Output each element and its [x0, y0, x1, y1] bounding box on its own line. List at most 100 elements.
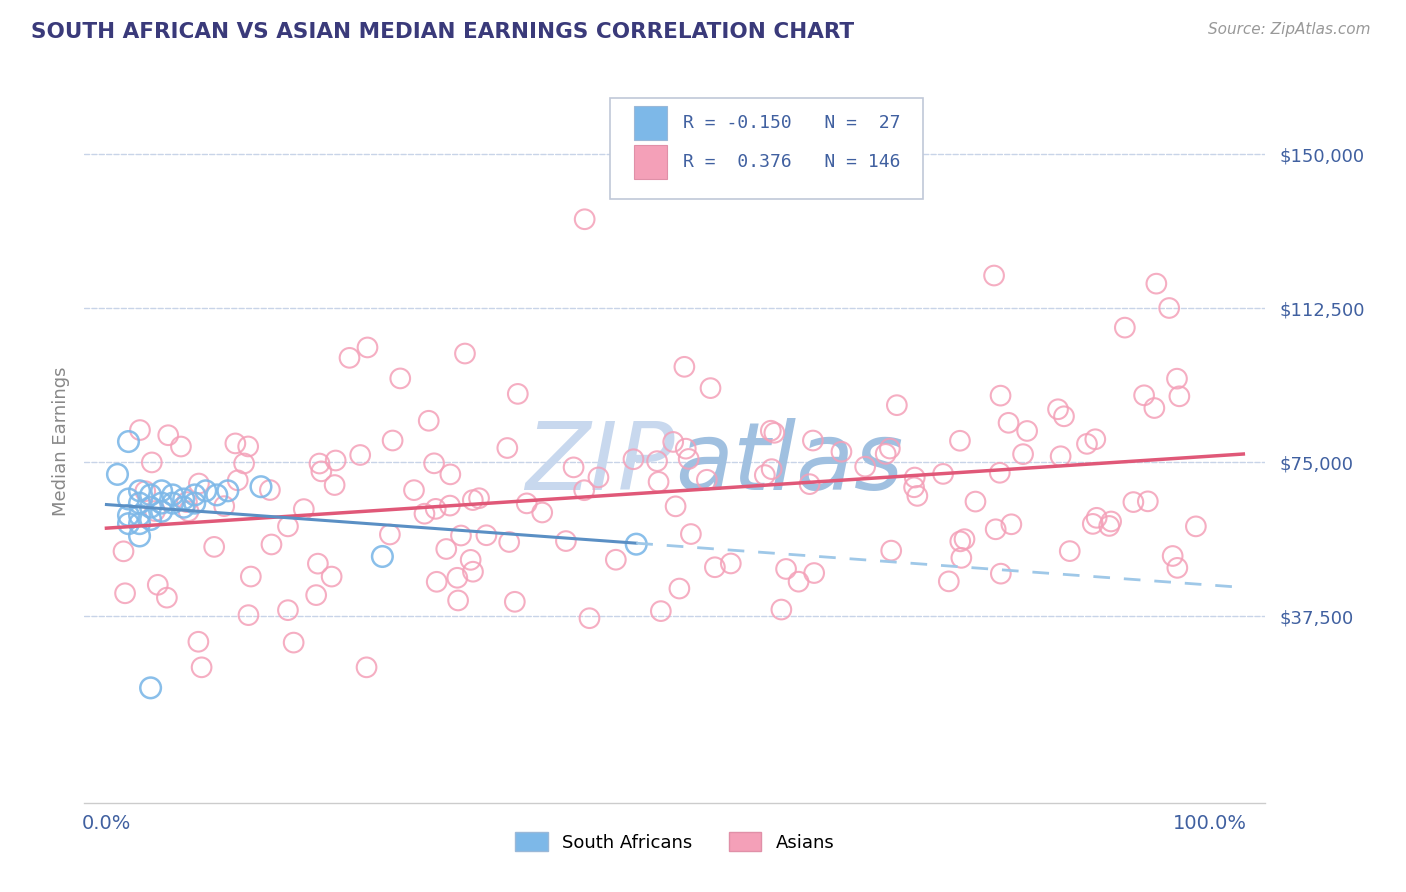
Point — [678, 451, 700, 466]
Point — [187, 634, 209, 648]
Point — [277, 603, 299, 617]
Point — [984, 522, 1007, 536]
Point — [665, 500, 688, 514]
Point — [1081, 516, 1104, 531]
Point — [173, 500, 195, 515]
Point — [770, 602, 793, 616]
Point — [803, 566, 825, 580]
Point — [402, 483, 425, 498]
FancyBboxPatch shape — [634, 145, 666, 179]
Point — [139, 500, 162, 515]
Point — [1049, 450, 1071, 464]
Point — [439, 499, 461, 513]
Point — [239, 569, 262, 583]
FancyBboxPatch shape — [610, 98, 922, 200]
Point — [454, 346, 477, 360]
Point — [1144, 277, 1167, 291]
Point — [953, 532, 976, 546]
Point — [460, 553, 482, 567]
Text: atlas: atlas — [675, 417, 903, 508]
Point — [1047, 402, 1070, 417]
Point — [988, 466, 1011, 480]
Point — [146, 578, 169, 592]
Point — [905, 489, 928, 503]
Point — [1161, 549, 1184, 563]
Point — [139, 488, 162, 502]
Point — [190, 660, 212, 674]
Point — [224, 436, 246, 450]
Point — [904, 470, 927, 484]
Point — [205, 488, 228, 502]
Point — [194, 483, 217, 498]
Point — [880, 543, 903, 558]
Point — [1084, 432, 1107, 446]
Point — [184, 496, 207, 510]
Text: Source: ZipAtlas.com: Source: ZipAtlas.com — [1208, 22, 1371, 37]
Point — [932, 467, 955, 481]
Point — [1114, 320, 1136, 334]
Point — [117, 516, 139, 531]
Point — [516, 496, 538, 510]
Point — [177, 504, 200, 518]
Point — [759, 424, 782, 438]
Point — [965, 494, 987, 508]
Point — [339, 351, 361, 365]
Point — [879, 442, 901, 456]
Point — [349, 448, 371, 462]
Point — [139, 681, 162, 695]
Point — [128, 483, 150, 498]
Point — [157, 428, 180, 442]
Point — [176, 495, 198, 509]
Point — [447, 593, 470, 607]
Point — [679, 527, 702, 541]
Point — [141, 455, 163, 469]
Point — [903, 480, 925, 494]
Point — [139, 512, 162, 526]
Point — [129, 423, 152, 437]
Point — [475, 528, 498, 542]
Point — [468, 491, 491, 506]
Point — [498, 535, 520, 549]
Point — [418, 414, 440, 428]
Text: R = -0.150   N =  27: R = -0.150 N = 27 — [683, 114, 901, 132]
Point — [233, 457, 256, 471]
Point — [378, 527, 401, 541]
Point — [117, 491, 139, 506]
Point — [531, 506, 554, 520]
Point — [668, 582, 690, 596]
Point — [170, 440, 193, 454]
Point — [1168, 389, 1191, 403]
Point — [938, 574, 960, 589]
Point — [371, 549, 394, 564]
Point — [572, 483, 595, 498]
Point — [990, 389, 1012, 403]
Point — [292, 502, 315, 516]
Point — [307, 557, 329, 571]
Text: ZIP: ZIP — [526, 417, 675, 508]
Point — [1076, 437, 1098, 451]
Text: SOUTH AFRICAN VS ASIAN MEDIAN EARNINGS CORRELATION CHART: SOUTH AFRICAN VS ASIAN MEDIAN EARNINGS C… — [31, 22, 853, 42]
Legend: South Africans, Asians: South Africans, Asians — [508, 825, 842, 859]
Point — [1000, 517, 1022, 532]
Point — [496, 441, 519, 455]
Point — [675, 442, 697, 456]
Point — [128, 496, 150, 510]
Point — [761, 462, 783, 476]
Point — [1053, 409, 1076, 424]
Point — [128, 516, 150, 531]
Point — [949, 534, 972, 549]
Point — [212, 499, 235, 513]
Point — [1012, 447, 1035, 461]
Point — [1017, 424, 1039, 438]
Point — [720, 557, 742, 571]
Point — [696, 473, 718, 487]
Point — [150, 504, 173, 518]
Point — [554, 534, 576, 549]
Point — [446, 571, 468, 585]
Point — [325, 453, 347, 467]
Point — [308, 457, 330, 471]
Point — [1098, 519, 1121, 533]
Point — [801, 434, 824, 448]
Point — [1059, 544, 1081, 558]
Point — [626, 537, 648, 551]
